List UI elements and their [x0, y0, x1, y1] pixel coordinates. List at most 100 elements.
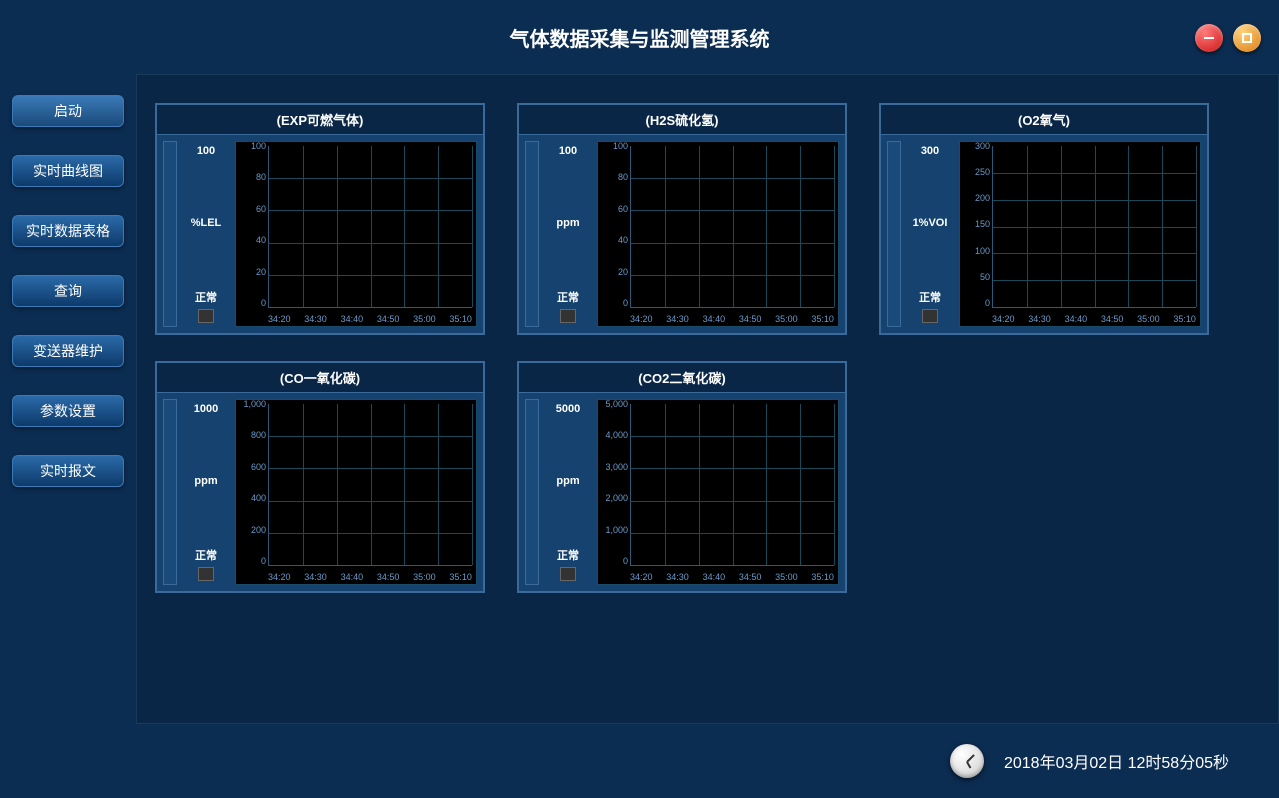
gas-status-block: 正常 [557, 547, 579, 581]
gas-unit: ppm [194, 475, 217, 487]
chart-yaxis: 100806040200 [600, 142, 628, 308]
ytick-label: 40 [238, 236, 266, 245]
xtick-label: 35:10 [811, 572, 834, 582]
nav-start[interactable]: 启动 [12, 95, 124, 127]
gridline-v [1061, 146, 1062, 307]
gas-level-bar [163, 141, 177, 327]
nav-realtime-table[interactable]: 实时数据表格 [12, 215, 124, 247]
gas-value: 5000 [556, 403, 580, 415]
nav-realtime-chart[interactable]: 实时曲线图 [12, 155, 124, 187]
gas-status-block: 正常 [919, 289, 941, 323]
nav-query[interactable]: 查询 [12, 275, 124, 307]
xtick-label: 35:00 [775, 572, 798, 582]
xtick-label: 34:30 [666, 314, 689, 324]
xtick-label: 34:40 [703, 572, 726, 582]
xtick-label: 35:00 [413, 572, 436, 582]
xtick-label: 35:00 [775, 314, 798, 324]
clock-icon [950, 744, 984, 778]
ytick-label: 2,000 [600, 494, 628, 503]
gas-status-indicator [922, 309, 938, 323]
xtick-label: 34:20 [268, 314, 291, 324]
gridline-v [800, 404, 801, 565]
gridline-v [834, 404, 835, 565]
gas-panel-body: 3001%VOI正常30025020015010050034:2034:3034… [881, 135, 1207, 333]
ytick-label: 100 [600, 142, 628, 151]
chart-plot-area [268, 404, 472, 566]
gas-status-indicator [560, 309, 576, 323]
gas-readout: 300 1%VOI 正常 [907, 141, 953, 327]
gridline-v [404, 404, 405, 565]
gridline-v [337, 404, 338, 565]
ytick-label: 80 [238, 173, 266, 182]
ytick-label: 400 [238, 494, 266, 503]
gas-chart: 10080604020034:2034:3034:4034:5035:0035:… [235, 141, 477, 327]
chart-plot-area [630, 404, 834, 566]
chart-xaxis: 34:2034:3034:4034:5035:0035:10 [268, 572, 472, 582]
gas-unit: 1%VOI [913, 217, 948, 229]
ytick-label: 0 [600, 299, 628, 308]
ytick-label: 150 [962, 220, 990, 229]
gas-level-bar [163, 399, 177, 585]
ytick-label: 1,000 [600, 526, 628, 535]
gridline-v [665, 404, 666, 565]
gas-status: 正常 [195, 547, 217, 563]
main-panel: (EXP可燃气体)100%LEL正常10080604020034:2034:30… [136, 74, 1279, 724]
gas-unit: %LEL [191, 217, 222, 229]
gridline-v [1095, 146, 1096, 307]
gridline-v [303, 404, 304, 565]
nav-transmitter[interactable]: 变送器维护 [12, 335, 124, 367]
datetime-text: 2018年03月02日 12时58分05秒 [1004, 749, 1229, 773]
ytick-label: 600 [238, 463, 266, 472]
gas-value: 100 [559, 145, 577, 157]
ytick-label: 50 [962, 273, 990, 282]
ytick-label: 0 [600, 557, 628, 566]
ytick-label: 100 [962, 247, 990, 256]
chart-yaxis: 5,0004,0003,0002,0001,0000 [600, 400, 628, 566]
gas-panel-body: 5000ppm正常5,0004,0003,0002,0001,000034:20… [519, 393, 845, 591]
gas-panel-body: 1000ppm正常1,000800600400200034:2034:3034:… [157, 393, 483, 591]
gas-chart: 1,000800600400200034:2034:3034:4034:5035… [235, 399, 477, 585]
xtick-label: 34:30 [304, 572, 327, 582]
gas-readout: 1000ppm正常 [183, 399, 229, 585]
gas-status: 正常 [919, 289, 941, 305]
ytick-label: 3,000 [600, 463, 628, 472]
gas-value: 300 [921, 145, 939, 157]
gas-readout: 100%LEL正常 [183, 141, 229, 327]
chart-plot-area [630, 146, 834, 308]
gridline-v [472, 404, 473, 565]
ytick-label: 1,000 [238, 400, 266, 409]
gas-unit: ppm [556, 217, 579, 229]
gas-panel: (O2氧气)3001%VOI正常30025020015010050034:203… [879, 103, 1209, 335]
gridline-v [1128, 146, 1129, 307]
minimize-icon [1202, 31, 1216, 45]
gas-chart: 10080604020034:2034:3034:4034:5035:0035:… [597, 141, 839, 327]
gas-panel: (CO一氧化碳)1000ppm正常1,000800600400200034:20… [155, 361, 485, 593]
gas-panel-title: (CO2二氧化碳) [519, 363, 845, 393]
maximize-button[interactable] [1233, 24, 1261, 52]
gas-readout: 100ppm正常 [545, 141, 591, 327]
xtick-label: 35:10 [449, 314, 472, 324]
gas-status-block: 正常 [195, 547, 217, 581]
nav-params[interactable]: 参数设置 [12, 395, 124, 427]
gridline-v [303, 146, 304, 307]
gas-status-indicator [560, 567, 576, 581]
minimize-button[interactable] [1195, 24, 1223, 52]
titlebar: 气体数据采集与监测管理系统 [0, 0, 1279, 74]
statusbar: 2018年03月02日 12时58分05秒 [0, 724, 1279, 798]
xtick-label: 34:50 [1101, 314, 1124, 324]
gas-panel-title: (H2S硫化氢) [519, 105, 845, 135]
ytick-label: 100 [238, 142, 266, 151]
gridline-v [699, 146, 700, 307]
gas-status-indicator [198, 567, 214, 581]
ytick-label: 60 [600, 205, 628, 214]
gridline-v [800, 146, 801, 307]
nav-realtime-msg[interactable]: 实时报文 [12, 455, 124, 487]
xtick-label: 34:30 [1028, 314, 1051, 324]
xtick-label: 34:40 [703, 314, 726, 324]
gridline-v [371, 404, 372, 565]
xtick-label: 34:20 [992, 314, 1015, 324]
xtick-label: 34:40 [1065, 314, 1088, 324]
gas-level-bar [525, 141, 539, 327]
gas-panel: (H2S硫化氢)100ppm正常10080604020034:2034:3034… [517, 103, 847, 335]
chart-yaxis: 1,0008006004002000 [238, 400, 266, 566]
